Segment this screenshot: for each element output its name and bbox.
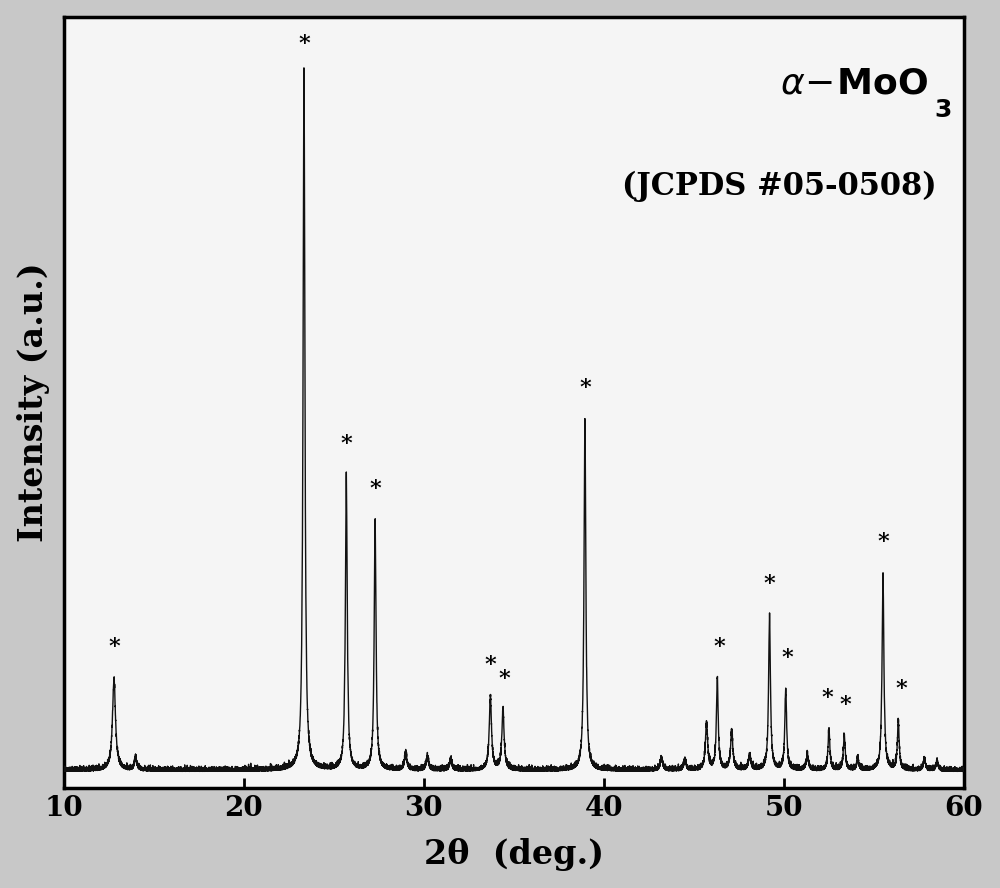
Y-axis label: Intensity (a.u.): Intensity (a.u.) [17, 262, 50, 542]
Text: *: * [369, 479, 381, 500]
Text: *: * [839, 694, 851, 717]
Text: *: * [108, 636, 120, 658]
Text: (JCPDS #05-0508): (JCPDS #05-0508) [622, 170, 937, 202]
Text: *: * [713, 636, 725, 658]
Text: *: * [485, 654, 496, 676]
Text: $\alpha\!-\!\mathbf{MoO}$: $\alpha\!-\!\mathbf{MoO}$ [780, 67, 928, 100]
Text: *: * [877, 531, 889, 553]
Text: *: * [764, 573, 775, 595]
Text: $\mathbf{3}$: $\mathbf{3}$ [934, 98, 952, 122]
Text: *: * [340, 432, 352, 455]
Text: *: * [821, 687, 833, 710]
Text: *: * [895, 678, 907, 700]
Text: *: * [579, 377, 591, 399]
X-axis label: 2θ  (deg.): 2θ (deg.) [424, 838, 604, 871]
Text: *: * [782, 646, 793, 669]
Text: *: * [298, 33, 310, 55]
Text: *: * [499, 668, 511, 690]
